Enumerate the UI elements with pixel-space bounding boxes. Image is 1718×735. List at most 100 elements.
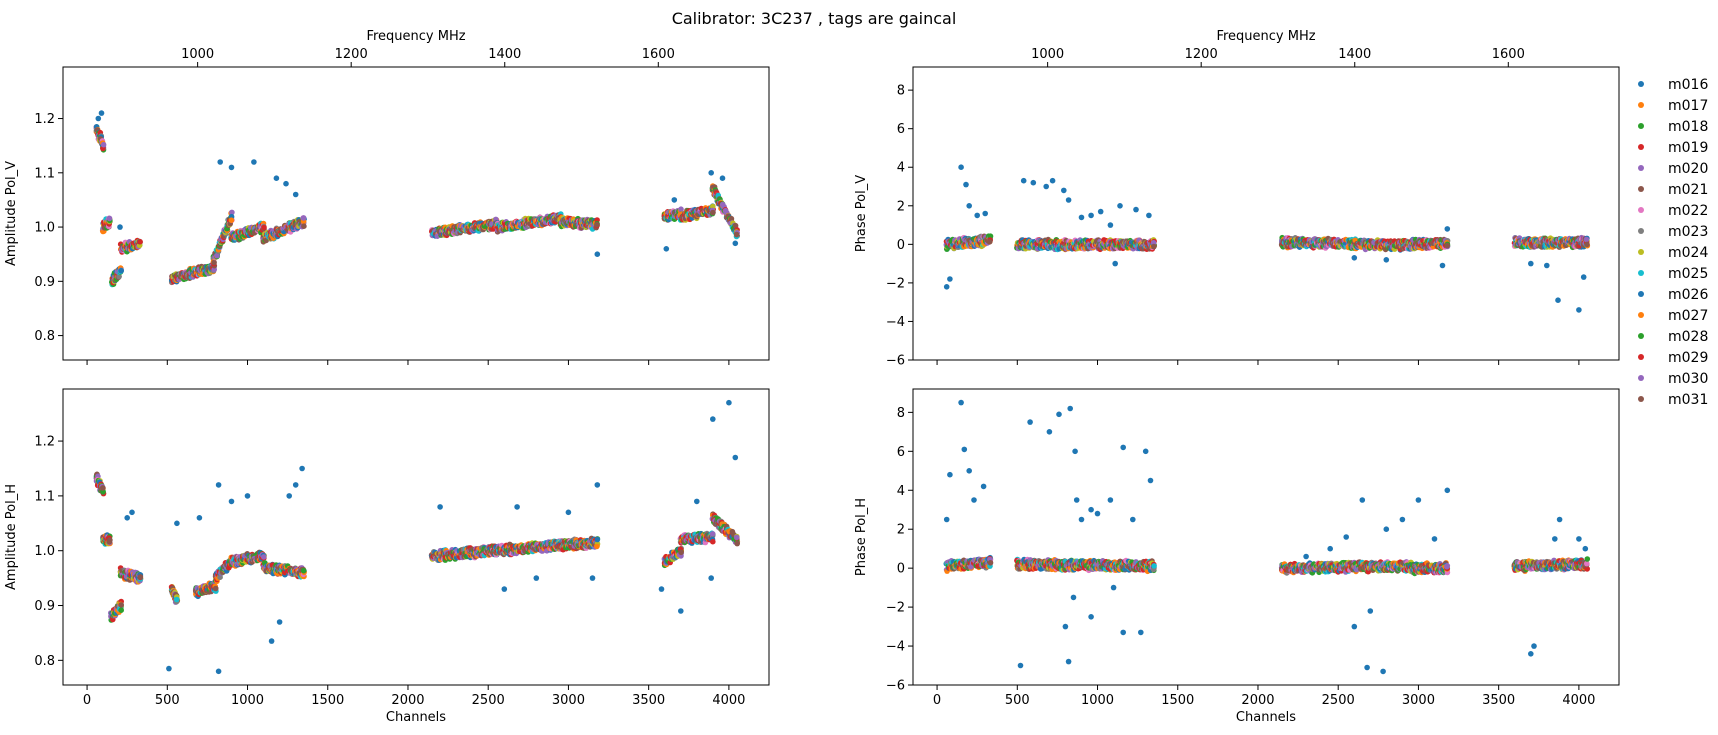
outlier-point [1133,206,1139,213]
outlier-point [1088,212,1094,219]
outlier-point [943,284,950,290]
outlier-point [228,164,235,171]
outlier-point [966,203,972,209]
freq-tick-label: 1000 [1031,47,1064,62]
data-point [106,215,113,222]
x-tick-label: 1500 [311,693,344,708]
outlier-point [1107,222,1114,228]
data-point [594,221,600,228]
y-axis-label: Amplitude Pol_H [4,484,19,590]
data-point [728,215,735,222]
axes-frame [912,66,1620,361]
y-tick-label: 0.9 [34,275,55,290]
data-point [1151,243,1157,250]
y-tick-label: 4 [897,161,905,176]
y-tick-label: 0.8 [34,329,55,344]
outlier-point [1146,212,1152,219]
data-point [118,267,124,274]
data-point [137,238,143,245]
outlier-point [1043,183,1049,190]
data-point [986,239,993,245]
y-tick-label: 0 [897,238,905,253]
freq-tick-label: 1000 [181,47,214,62]
freq-axis-label: Frequency MHz [366,29,465,44]
axes-frame [62,66,770,361]
x-tick-label: 2000 [391,693,424,708]
data-point [118,602,124,608]
outlier-point [1061,187,1067,194]
data-point [212,585,219,592]
outlier-point [98,110,105,116]
data-point [211,259,217,266]
outlier-point [1555,297,1561,304]
freq-tick-label: 1600 [642,47,675,62]
data-point [710,209,716,216]
y-tick-label: 1.1 [34,489,55,504]
chart-title: Calibrator: 3C237 , tags are gaincal [672,9,957,28]
outlier-point [1065,197,1072,203]
y-tick-label: 6 [897,122,905,137]
x-tick-label: 3000 [552,693,585,708]
outlier-point [1576,307,1582,313]
outlier-point [1097,208,1104,215]
y-tick-label: −4 [886,315,905,330]
outlier-point [251,159,257,165]
outlier-point [663,246,670,252]
outlier-point [958,164,964,170]
freq-tick-label: 1400 [1338,47,1371,62]
outlier-point [1030,179,1037,186]
panel-amp_h: 0.8 0.9 1.0 1.1 1.2 Amplitude Pol_H 0 500 1000 15… [4,388,770,725]
data-point [1583,236,1590,243]
freq-axis-label: Frequency MHz [1216,29,1315,44]
outlier-point [947,276,953,282]
x-tick-label: 3500 [632,693,665,708]
y-tick-label: −2 [886,276,905,291]
data-point [228,217,235,223]
data-point [116,273,122,280]
outlier-point [719,175,726,181]
outlier-point [283,180,289,187]
outlier-point [1117,203,1123,209]
y-tick-label: 1.0 [34,544,55,559]
y-tick-label: 0.9 [34,599,55,614]
outlier-point [1020,177,1027,184]
outlier-point [95,115,102,122]
y-axis-label: Phase Pol_V [854,175,869,252]
outlier-point [732,240,739,247]
data-point [229,209,235,216]
data-point [1444,242,1450,249]
outlier-point [963,181,969,188]
y-tick-label: 1.2 [34,112,55,127]
data-point [301,223,307,229]
data-point [173,596,180,603]
data-point [100,141,107,148]
outlier-point [273,175,280,181]
outlier-point [974,212,980,219]
outlier-point [292,191,299,198]
data-point [732,222,739,229]
x-tick-label: 500 [155,693,180,708]
outlier-point [594,251,601,257]
outlier-point [1383,257,1390,263]
data-point [118,607,124,613]
x-tick-label: 0 [83,693,91,708]
x-tick-label: 1000 [231,693,264,708]
points-group [943,164,1591,313]
data-point [733,231,740,238]
outlier-point [1544,262,1550,269]
outlier-point [1049,177,1056,184]
axes-frame [62,388,770,686]
outlier-point [1078,214,1085,221]
outlier-point [1580,274,1587,280]
x-axis-label: Channels [386,710,446,725]
outlier-point [117,224,123,230]
y-tick-label: 1.2 [34,435,55,450]
data-point [678,206,684,212]
outlier-point [1439,262,1446,269]
data-point [137,574,144,580]
y-tick-label: 1.0 [34,221,55,236]
y-tick-label: 0.8 [34,654,55,669]
y-tick-label: 2 [897,199,905,214]
outlier-point [1351,254,1358,261]
